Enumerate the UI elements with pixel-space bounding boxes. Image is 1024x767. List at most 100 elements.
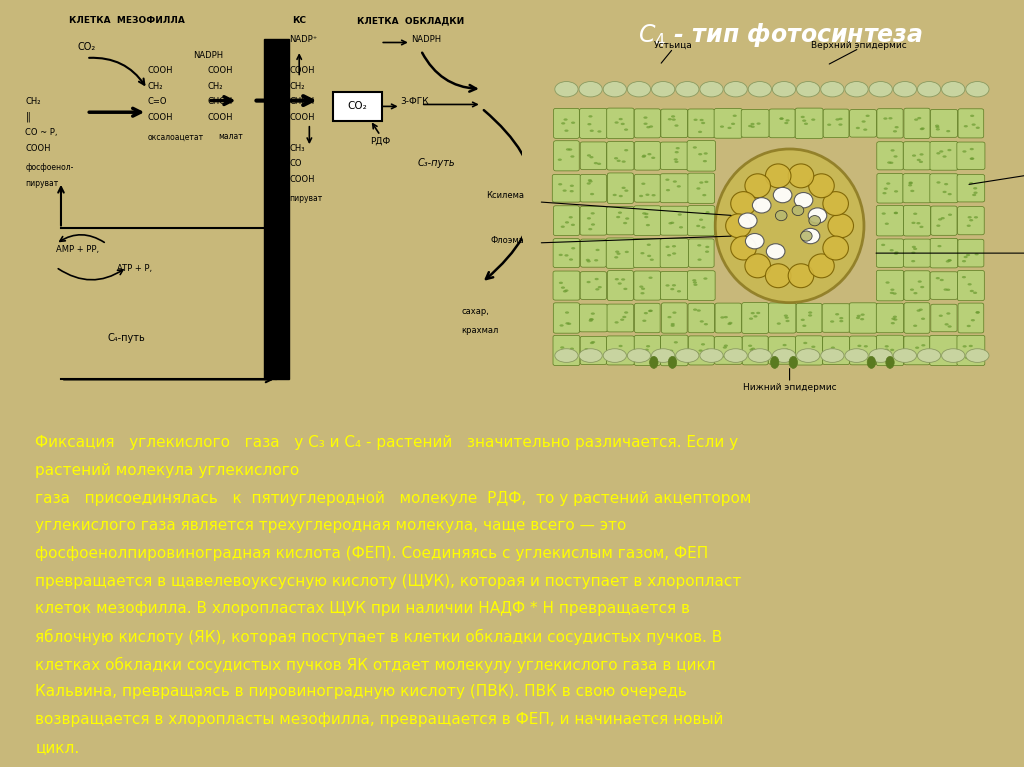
Ellipse shape xyxy=(614,321,618,324)
FancyBboxPatch shape xyxy=(554,108,580,138)
Ellipse shape xyxy=(641,288,645,290)
Text: крахмал: крахмал xyxy=(462,326,499,335)
Ellipse shape xyxy=(555,81,579,97)
FancyBboxPatch shape xyxy=(877,270,903,301)
Ellipse shape xyxy=(828,214,854,238)
FancyBboxPatch shape xyxy=(553,239,580,268)
Ellipse shape xyxy=(962,276,966,278)
Ellipse shape xyxy=(596,249,600,251)
Ellipse shape xyxy=(966,254,970,256)
Text: COOH: COOH xyxy=(289,175,314,184)
Ellipse shape xyxy=(749,349,771,362)
Ellipse shape xyxy=(591,312,595,314)
Ellipse shape xyxy=(893,315,897,318)
Text: фосфоенолпировиноградная кислота (ФЕП). Соединяясь с углекислым газом, ФЕП: фосфоенолпировиноградная кислота (ФЕП). … xyxy=(35,546,709,561)
Text: РДФ: РДФ xyxy=(371,137,390,145)
FancyBboxPatch shape xyxy=(634,335,660,365)
FancyBboxPatch shape xyxy=(930,174,958,202)
FancyBboxPatch shape xyxy=(607,271,633,301)
Text: Устьица: Устьица xyxy=(654,41,693,51)
Ellipse shape xyxy=(676,147,680,150)
Ellipse shape xyxy=(801,229,820,244)
Text: клеток мезофилла. В хлоропластах ЩУК при наличии НАДФ * Н превращается в: клеток мезофилла. В хлоропластах ЩУК при… xyxy=(35,601,690,617)
Ellipse shape xyxy=(590,342,594,344)
Ellipse shape xyxy=(675,124,679,127)
Ellipse shape xyxy=(882,212,886,215)
Ellipse shape xyxy=(937,245,941,247)
Ellipse shape xyxy=(942,349,965,362)
Ellipse shape xyxy=(835,353,839,355)
Ellipse shape xyxy=(965,357,969,359)
Text: CH₃: CH₃ xyxy=(289,144,304,153)
Ellipse shape xyxy=(563,290,567,292)
Ellipse shape xyxy=(732,350,736,352)
Ellipse shape xyxy=(646,126,650,128)
Ellipse shape xyxy=(724,316,728,318)
Ellipse shape xyxy=(890,291,894,294)
FancyBboxPatch shape xyxy=(877,206,904,236)
Ellipse shape xyxy=(625,189,629,192)
Ellipse shape xyxy=(666,179,670,181)
Ellipse shape xyxy=(936,353,940,355)
Ellipse shape xyxy=(808,314,812,317)
Ellipse shape xyxy=(727,127,731,129)
Text: NADPH: NADPH xyxy=(193,51,223,60)
Ellipse shape xyxy=(891,322,895,324)
Text: COOH: COOH xyxy=(208,67,233,75)
Ellipse shape xyxy=(894,252,899,254)
FancyBboxPatch shape xyxy=(687,271,715,301)
Ellipse shape xyxy=(913,324,918,327)
Ellipse shape xyxy=(561,122,565,124)
Ellipse shape xyxy=(908,184,912,186)
Ellipse shape xyxy=(863,128,867,131)
Ellipse shape xyxy=(808,311,812,314)
Ellipse shape xyxy=(745,233,764,249)
Ellipse shape xyxy=(579,349,602,362)
Ellipse shape xyxy=(651,156,655,159)
Ellipse shape xyxy=(811,346,815,348)
FancyArrowPatch shape xyxy=(59,235,104,242)
Ellipse shape xyxy=(935,126,940,128)
FancyBboxPatch shape xyxy=(903,206,931,236)
FancyBboxPatch shape xyxy=(957,239,984,267)
Ellipse shape xyxy=(621,357,625,359)
Ellipse shape xyxy=(564,130,568,132)
Ellipse shape xyxy=(939,314,943,317)
Text: пируват: пируват xyxy=(26,179,58,188)
FancyBboxPatch shape xyxy=(333,92,382,121)
Ellipse shape xyxy=(669,350,673,352)
Ellipse shape xyxy=(784,317,788,319)
Ellipse shape xyxy=(616,216,621,219)
Ellipse shape xyxy=(766,244,785,259)
Ellipse shape xyxy=(938,218,942,221)
FancyBboxPatch shape xyxy=(768,337,796,364)
Ellipse shape xyxy=(624,288,628,290)
Ellipse shape xyxy=(918,349,941,362)
Ellipse shape xyxy=(845,81,868,97)
Ellipse shape xyxy=(801,318,805,321)
Ellipse shape xyxy=(623,316,627,318)
Ellipse shape xyxy=(779,117,783,120)
Ellipse shape xyxy=(750,348,754,351)
FancyArrowPatch shape xyxy=(256,96,312,105)
FancyBboxPatch shape xyxy=(822,304,850,332)
Ellipse shape xyxy=(751,126,755,128)
Text: $C_4$ - тип фотосинтеза: $C_4$ - тип фотосинтеза xyxy=(638,21,923,49)
Ellipse shape xyxy=(698,153,702,156)
FancyBboxPatch shape xyxy=(877,109,903,138)
Text: фосфоенол-: фосфоенол- xyxy=(26,163,74,173)
Ellipse shape xyxy=(699,119,703,121)
Ellipse shape xyxy=(591,212,595,215)
Text: COOH: COOH xyxy=(208,113,233,122)
Ellipse shape xyxy=(670,288,675,290)
Text: C=O: C=O xyxy=(147,97,167,107)
Ellipse shape xyxy=(893,81,916,97)
Ellipse shape xyxy=(797,81,820,97)
Ellipse shape xyxy=(644,216,648,219)
FancyBboxPatch shape xyxy=(553,303,580,333)
Ellipse shape xyxy=(569,351,573,353)
Text: COOH: COOH xyxy=(147,67,173,75)
Ellipse shape xyxy=(910,189,914,192)
FancyBboxPatch shape xyxy=(877,239,903,268)
Ellipse shape xyxy=(587,260,591,262)
